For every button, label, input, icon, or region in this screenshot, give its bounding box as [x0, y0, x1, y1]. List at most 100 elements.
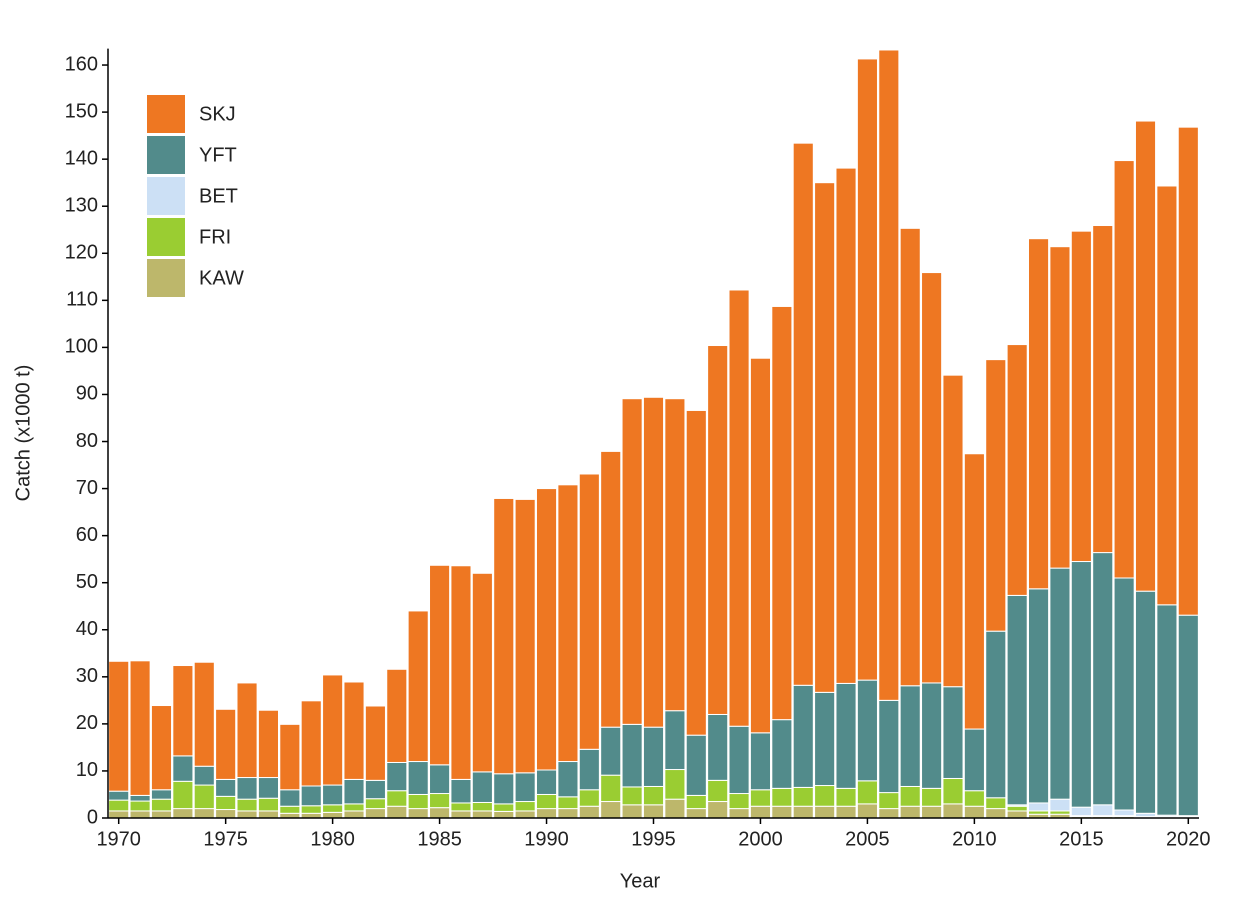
bar-segment: [450, 778, 472, 804]
bar-segment: [364, 798, 386, 810]
bar-segment: [172, 808, 194, 819]
bar-segment: [514, 801, 536, 812]
bar-segment: [878, 792, 900, 810]
bar-segment: [193, 765, 215, 786]
bar-segment: [814, 785, 836, 807]
bar-segment: [257, 797, 279, 812]
bar-segment: [215, 778, 237, 797]
bar-segment: [792, 805, 814, 819]
bar-segment: [215, 795, 237, 811]
bar-segment: [450, 810, 472, 819]
bar-segment: [129, 800, 151, 812]
bar-segment: [322, 811, 344, 819]
bar-segment: [664, 798, 686, 819]
bar-segment: [150, 798, 173, 812]
bar-segment: [921, 682, 943, 789]
bar-segment: [1070, 230, 1092, 563]
bar-segment: [129, 660, 151, 796]
bar-segment: [942, 777, 964, 805]
y-tick-label: 90: [76, 383, 98, 405]
bar-segment: [728, 725, 750, 795]
bar-segment: [600, 801, 622, 819]
bar-segment: [514, 810, 536, 819]
bar-segment: [1156, 185, 1178, 606]
x-tick-label: 1975: [203, 828, 248, 850]
bar-segment: [642, 726, 665, 787]
bar-segment: [322, 674, 344, 786]
bar-segment: [1070, 806, 1092, 817]
bar-segment: [257, 810, 279, 819]
bar-segment: [386, 790, 408, 807]
bar-segment: [749, 789, 772, 807]
bar-segment: [172, 780, 194, 810]
bar-segment: [1134, 590, 1157, 814]
bar-segment: [621, 786, 643, 806]
x-tick-label: 2005: [845, 828, 890, 850]
bar-segment: [557, 796, 579, 810]
bar-segment: [493, 803, 515, 812]
legend-swatch: [147, 177, 185, 215]
bar-segment: [279, 789, 301, 807]
bar-segment: [407, 610, 429, 763]
bar-segment: [215, 708, 237, 780]
y-tick-label: 20: [76, 712, 98, 734]
legend-swatch: [147, 218, 185, 256]
bar-segment: [364, 808, 386, 819]
bar-segment: [172, 755, 194, 782]
y-tick-label: 0: [87, 806, 98, 828]
bar-segment: [535, 808, 558, 819]
bar-segment: [856, 780, 878, 805]
x-tick-label: 1985: [417, 828, 462, 850]
bar-segment: [1134, 120, 1157, 592]
bar-segment: [835, 682, 857, 789]
bar-segment: [257, 709, 279, 779]
x-tick-label: 1980: [310, 828, 355, 850]
bar-segment: [557, 484, 579, 763]
bar-segment: [535, 769, 558, 795]
bar-segment: [471, 771, 493, 803]
bar-segment: [921, 805, 943, 819]
bar-segment: [1006, 810, 1028, 819]
bar-segment: [1049, 246, 1071, 569]
bar-segment: [578, 473, 600, 750]
bar-segment: [1092, 804, 1114, 817]
bar-segment: [450, 565, 472, 780]
y-tick-label: 80: [76, 430, 98, 452]
bar-segment: [749, 805, 772, 819]
bar-segment: [1006, 805, 1028, 812]
bar-segment: [429, 764, 451, 795]
bar-segment: [493, 773, 515, 805]
x-axis-label: Year: [620, 870, 661, 892]
x-tick-label: 1995: [631, 828, 676, 850]
bar-segment: [493, 810, 515, 819]
bar-segment: [1028, 802, 1050, 812]
bar-segment: [942, 374, 964, 688]
bar-segment: [899, 227, 921, 687]
bar-segment: [685, 794, 707, 810]
bar-segment: [685, 734, 707, 796]
bar-segment: [129, 794, 151, 802]
bar-segment: [899, 685, 921, 787]
bar-segment: [535, 488, 558, 771]
bar-segment: [108, 810, 130, 819]
y-tick-label: 30: [76, 665, 98, 687]
bar-segment: [150, 810, 173, 819]
bar-segment: [257, 777, 279, 799]
bar-segment: [835, 167, 857, 684]
y-tick-label: 150: [65, 100, 98, 122]
bar-segment: [1049, 567, 1071, 800]
y-tick-label: 110: [66, 289, 98, 311]
bar-segment: [1156, 604, 1178, 816]
bar-segment: [386, 805, 408, 819]
bar-segment: [108, 660, 130, 792]
bar-segment: [471, 801, 493, 812]
bar-segment: [642, 785, 665, 806]
bar-segment: [642, 396, 665, 728]
bar-segment: [856, 679, 878, 782]
x-tick-label: 2000: [738, 828, 783, 850]
y-tick-label: 140: [65, 147, 98, 169]
bar-segment: [664, 769, 686, 800]
y-tick-label: 50: [76, 571, 98, 593]
bar-segment: [429, 793, 451, 809]
bar-segment: [749, 357, 772, 734]
